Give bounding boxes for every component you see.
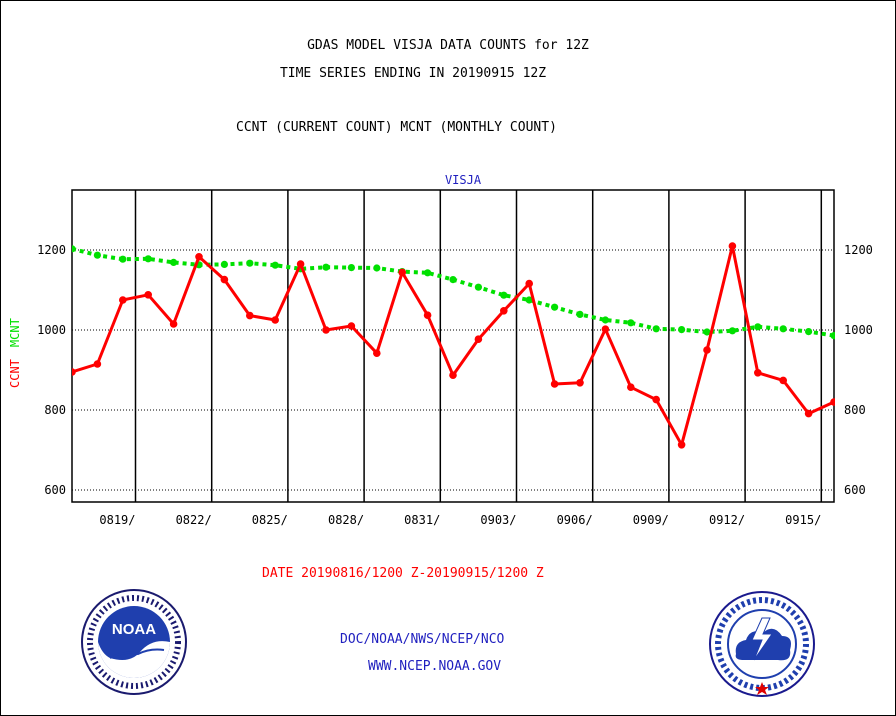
data-point-mcnt [347, 264, 355, 272]
data-point-ccnt [576, 379, 584, 387]
data-point-ccnt [271, 316, 280, 324]
data-point-ccnt [144, 291, 152, 299]
noaa-logo-letters: NOAA [112, 621, 156, 638]
data-point-ccnt [347, 322, 356, 330]
data-point-ccnt [830, 398, 835, 406]
data-point-mcnt [119, 255, 127, 263]
data-point-ccnt [703, 346, 711, 354]
data-point-mcnt [754, 323, 762, 331]
data-point-ccnt [169, 320, 178, 328]
data-point-ccnt [550, 380, 559, 388]
data-point-ccnt [296, 260, 305, 268]
date-range-label: DATE 20190816/1200 Z-20190915/1200 Z [262, 566, 544, 581]
series-line-ccnt [72, 244, 835, 447]
chart-title-line2: TIME SERIES ENDING IN 20190915 12Z [279, 66, 547, 81]
data-point-mcnt [271, 261, 279, 269]
data-point-mcnt [601, 316, 610, 324]
x-tick-label: 0828/ [328, 513, 364, 527]
data-point-mcnt [144, 255, 152, 263]
data-point-mcnt [627, 319, 635, 327]
data-point-mcnt [246, 259, 254, 267]
data-point-ccnt [677, 441, 686, 449]
data-point-mcnt [830, 332, 835, 340]
x-tick-label: 0903/ [480, 513, 516, 527]
data-point-mcnt [424, 269, 432, 277]
x-tick-label: 0819/ [99, 513, 135, 527]
x-tick-label: 0915/ [785, 513, 821, 527]
data-point-ccnt [72, 368, 76, 376]
x-tick-label: 0906/ [557, 513, 593, 527]
data-point-mcnt [525, 296, 533, 304]
data-point-ccnt [779, 376, 787, 385]
data-point-ccnt [525, 279, 533, 288]
data-point-ccnt [474, 335, 483, 344]
y-tick-label-left: 1000 [37, 323, 66, 337]
data-point-mcnt [779, 325, 787, 333]
x-tick-label: 0912/ [709, 513, 745, 527]
data-point-mcnt [576, 310, 584, 318]
data-point-mcnt [373, 264, 381, 272]
data-point-mcnt [551, 303, 559, 311]
y-axis-label-mcnt: MCNT [8, 318, 22, 347]
y-tick-label-left: 1200 [37, 243, 66, 257]
data-point-ccnt [804, 409, 813, 418]
data-point-ccnt [119, 296, 127, 304]
data-point-ccnt [195, 252, 203, 261]
nws-logo [709, 591, 815, 697]
data-point-mcnt [805, 328, 813, 336]
data-point-mcnt [449, 276, 457, 284]
organization-label: DOC/NOAA/NWS/NCEP/NCO [340, 632, 505, 647]
data-point-mcnt [93, 251, 101, 259]
data-point-mcnt [728, 327, 737, 335]
data-point-ccnt [601, 325, 610, 334]
data-point-ccnt [246, 311, 254, 320]
data-point-ccnt [449, 371, 457, 380]
data-point-mcnt [322, 263, 330, 271]
data-point-ccnt [500, 307, 508, 315]
data-point-ccnt [220, 275, 229, 284]
data-point-mcnt [72, 245, 76, 253]
chart-subtitle: CCNT (CURRENT COUNT) MCNT (MONTHLY COUNT… [236, 120, 557, 135]
y-tick-label-right: 1000 [844, 323, 873, 337]
x-tick-label: 0825/ [252, 513, 288, 527]
y-tick-label-left: 600 [44, 483, 66, 497]
data-point-ccnt [627, 383, 635, 392]
y-axis-label-ccnt: CCNT [8, 359, 22, 388]
x-tick-label: 0822/ [176, 513, 212, 527]
data-point-ccnt [93, 360, 102, 368]
data-point-mcnt [170, 258, 178, 266]
data-point-ccnt [652, 395, 660, 404]
data-point-ccnt [398, 268, 407, 277]
noaa-logo: NOAA [81, 589, 187, 695]
data-point-ccnt [373, 349, 381, 358]
data-point-ccnt [322, 326, 330, 334]
y-axis-label: CCNT MCNT [8, 318, 22, 388]
y-tick-label-left: 800 [44, 403, 66, 417]
chart-title-line1: GDAS MODEL VISJA DATA COUNTS for 12Z [307, 38, 589, 53]
data-point-ccnt [423, 311, 432, 320]
data-point-mcnt [652, 325, 660, 333]
plot-border [71, 189, 835, 503]
data-point-mcnt [500, 291, 508, 299]
website-label: WWW.NCEP.NOAA.GOV [368, 659, 502, 674]
data-point-ccnt [728, 242, 737, 250]
data-point-mcnt [474, 283, 482, 291]
x-tick-label: 0831/ [404, 513, 440, 527]
plot-title: VISJA [445, 173, 482, 187]
y-tick-label-right: 800 [844, 403, 866, 417]
data-point-mcnt [703, 328, 711, 336]
data-point-mcnt [220, 260, 228, 268]
y-tick-label-right: 600 [844, 483, 866, 497]
y-tick-label-right: 1200 [844, 243, 873, 257]
x-tick-label: 0909/ [633, 513, 669, 527]
data-point-mcnt [678, 326, 686, 334]
data-point-ccnt [754, 369, 762, 377]
